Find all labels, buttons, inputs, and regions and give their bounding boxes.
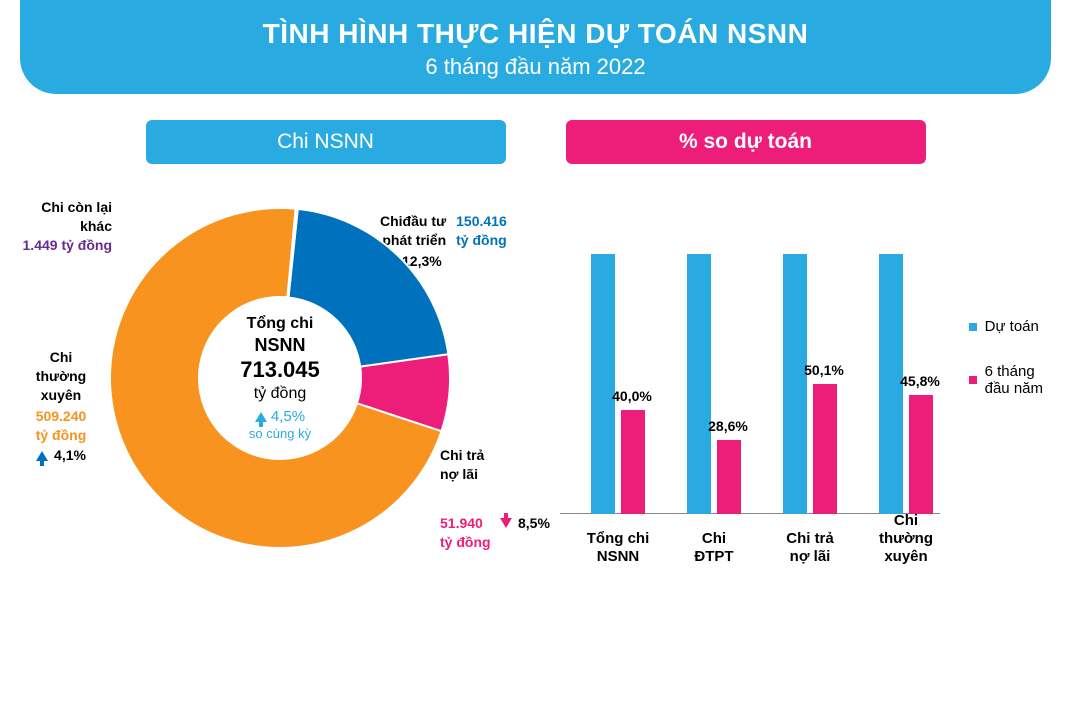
bar-chart: 40,0% Tổng chi NSNN 28,6% Chi ĐTPT 50,1% Chi … (560, 204, 940, 574)
arrow-down-icon (500, 518, 512, 528)
page-subtitle: 6 tháng đầu năm 2022 (20, 54, 1051, 80)
callout-name: Chi thường xuyên (16, 348, 106, 405)
bar-6-thang (909, 395, 933, 514)
center-total: 713.045 (240, 356, 320, 384)
x-category-label: Chi thường xuyên (862, 512, 950, 566)
bar-value-label: 28,6% (698, 418, 758, 434)
legend-item-6-thang: 6 tháng đầu năm (969, 363, 1043, 397)
legend-dot-icon (969, 376, 977, 384)
x-category-label: Tổng chi NSNN (574, 530, 662, 566)
bar-group (772, 254, 848, 514)
bar-group (580, 254, 656, 514)
bar-6-thang (717, 440, 741, 514)
center-note: so cùng kỳ (249, 426, 311, 442)
callout-chi-thuong-xuyen: Chi thường xuyên 509.240tỷ đồng 4,1% (16, 348, 106, 466)
tab-row: Chi NSNN % so dự toán (0, 120, 1071, 164)
x-category-label: Chi trả nợ lãi (766, 530, 854, 566)
bar-du-toan (687, 254, 711, 514)
tab-so-du-toan: % so dự toán (566, 120, 926, 164)
bar-6-thang (621, 410, 645, 514)
legend-item-du-toan: Dự toán (969, 318, 1043, 335)
callout-value: 150.416tỷ đồng (456, 212, 507, 250)
donut-center: Tổng chi NSNN 713.045 tỷ đồng 4,5% so cù… (199, 297, 361, 459)
center-unit: tỷ đồng (254, 384, 306, 404)
arrow-up-icon (255, 412, 267, 422)
bar-panel: 40,0% Tổng chi NSNN 28,6% Chi ĐTPT 50,1% Chi … (540, 198, 1071, 574)
x-category-label: Chi ĐTPT (670, 530, 758, 566)
header-banner: TÌNH HÌNH THỰC HIỆN DỰ TOÁN NSNN 6 tháng… (20, 0, 1051, 94)
donut-chart: Tổng chi NSNN 713.045 tỷ đồng 4,5% so cù… (110, 208, 450, 548)
bar-du-toan (591, 254, 615, 514)
arrow-up-icon (36, 451, 48, 461)
bar-du-toan (783, 254, 807, 514)
bar-value-label: 40,0% (602, 388, 662, 404)
tab-chi-nsnn: Chi NSNN (146, 120, 506, 164)
bar-6-thang (813, 384, 837, 514)
center-line1: Tổng chi (247, 314, 314, 334)
callout-value: 1.449 tỷ đồng (12, 236, 112, 255)
legend-dot-icon (969, 323, 977, 331)
donut-panel: Chi còn lại khác 1.449 tỷ đồng Chiđầu tư… (0, 198, 540, 574)
callout-name: Chi còn lại khác (12, 198, 112, 236)
page-title: TÌNH HÌNH THỰC HIỆN DỰ TOÁN NSNN (20, 18, 1051, 50)
callout-pct: 4,1% (36, 446, 86, 465)
center-delta: 4,5% (255, 408, 305, 427)
bar-value-label: 45,8% (890, 373, 950, 389)
center-line2: NSNN (254, 334, 305, 357)
bar-value-label: 50,1% (794, 362, 854, 378)
callout-chi-con-lai: Chi còn lại khác 1.449 tỷ đồng (12, 198, 112, 255)
legend: Dự toán 6 tháng đầu năm (969, 318, 1043, 425)
content: Chi còn lại khác 1.449 tỷ đồng Chiđầu tư… (0, 198, 1071, 574)
callout-value: 509.240tỷ đồng (16, 407, 106, 445)
bar-group (676, 254, 752, 514)
